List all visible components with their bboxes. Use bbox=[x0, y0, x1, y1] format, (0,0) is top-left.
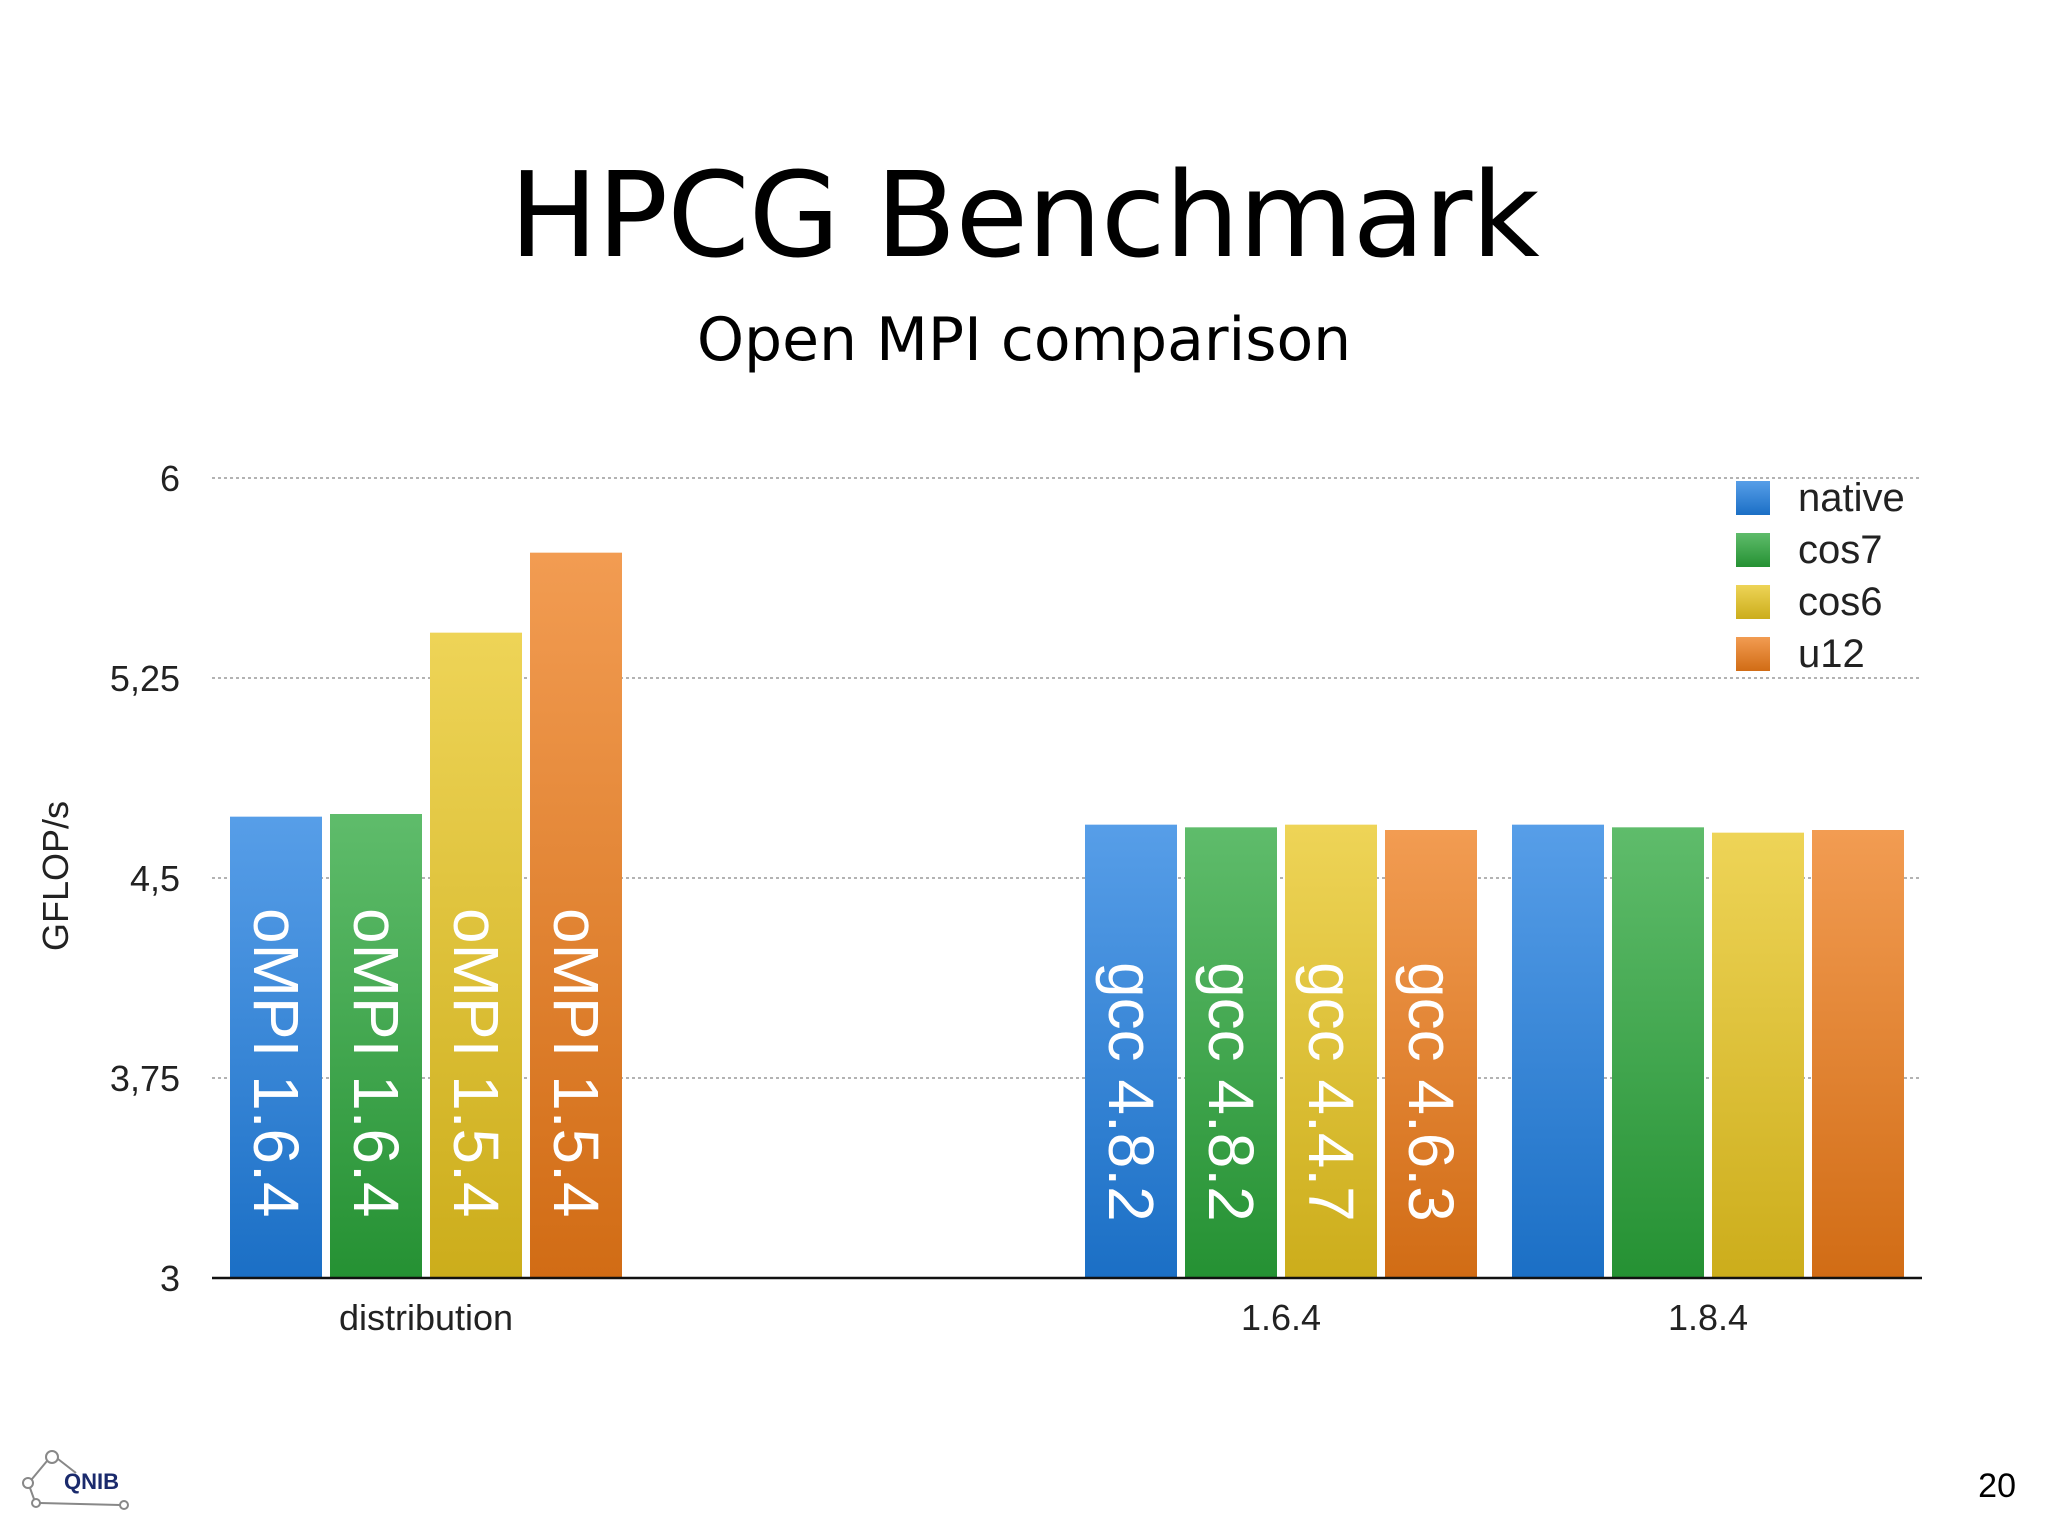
y-tick-label: 4,5 bbox=[130, 858, 180, 899]
legend-swatch-cos6 bbox=[1736, 585, 1770, 619]
x-category-label: distribution bbox=[339, 1297, 513, 1338]
bar-cos6-0 bbox=[430, 632, 522, 1278]
legend: native cos7 cos6 u12 bbox=[1736, 476, 1905, 676]
qnib-logo: QNIB bbox=[22, 1450, 129, 1510]
y-tick-label: 5,25 bbox=[110, 658, 180, 699]
bar-label: gcc 4.6.3 bbox=[1395, 962, 1467, 1222]
bar-label: oMPI 1.6.4 bbox=[340, 908, 412, 1218]
y-axis-title: GFLOP/s bbox=[35, 801, 76, 951]
legend-label-cos6: cos6 bbox=[1798, 580, 1883, 624]
y-tick-label: 3 bbox=[160, 1258, 180, 1299]
bar-cos7-1 bbox=[1185, 827, 1277, 1278]
x-category-label: 1.6.4 bbox=[1241, 1297, 1321, 1338]
logo-wordmark: QNIB bbox=[64, 1469, 119, 1494]
bar-cos7-2 bbox=[1612, 827, 1704, 1278]
bars: oMPI 1.6.4 oMPI 1.6.4 oMPI 1.5.4 oMPI 1.5.4… bbox=[230, 552, 1904, 1278]
bar-label: oMPI 1.5.4 bbox=[440, 908, 512, 1218]
bar-cos6-1 bbox=[1285, 824, 1377, 1278]
bar-native-2 bbox=[1512, 824, 1604, 1278]
legend-label-u12: u12 bbox=[1798, 632, 1865, 676]
slide-subtitle: Open MPI comparison bbox=[696, 305, 1352, 375]
bar-label: oMPI 1.5.4 bbox=[540, 908, 612, 1218]
legend-swatch-u12 bbox=[1736, 637, 1770, 671]
bar-label: gcc 4.4.7 bbox=[1295, 962, 1367, 1222]
legend-swatch-native bbox=[1736, 481, 1770, 515]
y-tick-label: 6 bbox=[160, 458, 180, 499]
legend-swatch-cos7 bbox=[1736, 533, 1770, 567]
bar-u12-2 bbox=[1812, 830, 1904, 1278]
bar-label: gcc 4.8.2 bbox=[1195, 962, 1267, 1222]
slide-title: HPCG Benchmark bbox=[509, 146, 1539, 284]
bar-native-0 bbox=[230, 816, 322, 1278]
bar-u12-0 bbox=[530, 552, 622, 1278]
legend-label-cos7: cos7 bbox=[1798, 528, 1883, 572]
bar-u12-1 bbox=[1385, 830, 1477, 1278]
bar-cos6-2 bbox=[1712, 832, 1804, 1278]
y-tick-label: 3,75 bbox=[110, 1058, 180, 1099]
page-number: 20 bbox=[1978, 1467, 2016, 1505]
axes: 3 3,75 4,5 5,25 6 GFLOP/s distribution 1.6.4 1.8… bbox=[35, 458, 1922, 1338]
bar-label: gcc 4.8.2 bbox=[1095, 962, 1167, 1222]
bar-cos7-0 bbox=[330, 814, 422, 1278]
bar-label: oMPI 1.6.4 bbox=[240, 908, 312, 1218]
bar-native-1 bbox=[1085, 824, 1177, 1278]
x-category-label: 1.8.4 bbox=[1668, 1297, 1748, 1338]
legend-label-native: native bbox=[1798, 476, 1905, 520]
